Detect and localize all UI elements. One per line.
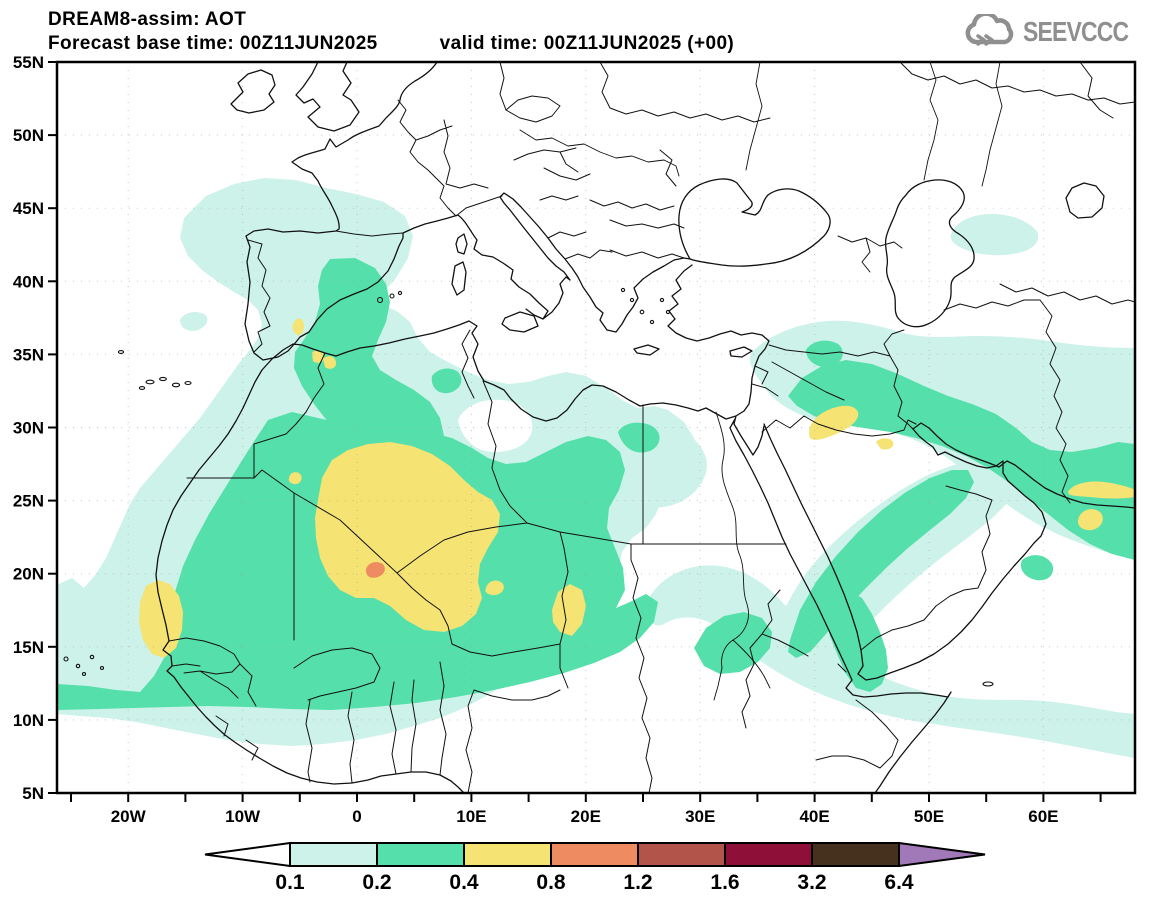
- colorbar-label: 0.1: [275, 871, 305, 894]
- x-tick-label: 0: [352, 807, 361, 826]
- x-tick-label: 50E: [914, 807, 944, 826]
- contour-level-0p4: [139, 318, 1135, 658]
- x-tick-label: 30E: [685, 807, 715, 826]
- y-tick-label: 20N: [13, 565, 44, 584]
- y-tick-label: 15N: [13, 638, 44, 657]
- y-tick-label: 45N: [13, 199, 44, 218]
- colorbar-label: 0.2: [362, 871, 391, 894]
- x-axis: 20W 10W 0 10E 20E 30E 40E 50E 60E: [70, 793, 1102, 826]
- seevccc-logo: SEEVCCC: [965, 14, 1151, 50]
- coastlines: [155, 62, 1135, 793]
- y-axis: 55N 50N 45N 40N 35N 30N 25N 20N 15N 10N 5N: [13, 53, 57, 803]
- colorbar-cell: [811, 842, 900, 867]
- rivers: [519, 62, 1003, 701]
- x-tick-label: 40E: [799, 807, 829, 826]
- y-tick-label: 40N: [13, 272, 44, 291]
- colorbar-label: 0.4: [449, 871, 479, 894]
- valid-time: valid time: 00Z11JUN2025 (+00): [439, 33, 735, 54]
- contour-fills: [57, 178, 1135, 758]
- cloud-icon: [965, 14, 1013, 46]
- colorbar-cell: [637, 842, 726, 867]
- small-islands: [63, 287, 994, 687]
- x-tick-label: 20E: [571, 807, 601, 826]
- colorbar-label: 6.4: [884, 871, 914, 894]
- contour-level-0p8: [365, 562, 385, 578]
- x-tick-label: 10W: [225, 807, 261, 826]
- forecast-base-time: Forecast base time: 00Z11JUN2025: [48, 33, 378, 54]
- colorbar-cell: [289, 842, 378, 867]
- y-tick-label: 35N: [13, 345, 44, 364]
- country-borders: [168, 62, 1135, 793]
- y-tick-label: 30N: [13, 419, 44, 438]
- colorbar-cell: [724, 842, 813, 867]
- colorbar-label: 1.6: [710, 871, 739, 894]
- y-tick-label: 50N: [13, 126, 44, 145]
- contour-white-gap: [458, 399, 533, 452]
- logo-text: SEEVCCC: [1022, 16, 1129, 47]
- x-tick-label: 20W: [111, 807, 147, 826]
- colorbar-cell: [550, 842, 639, 867]
- y-tick-label: 10N: [13, 711, 44, 730]
- y-tick-label: 55N: [13, 53, 44, 72]
- page-title: DREAM8-assim: AOT: [48, 9, 247, 30]
- colorbar-cell: [463, 842, 552, 867]
- aot-colorbar: 0.1 0.2 0.4 0.8 1.2 1.6 3.2 6.4: [204, 841, 986, 894]
- x-tick-label: 10E: [456, 807, 486, 826]
- colorbar-overflow-arrow: [898, 841, 986, 868]
- x-tick-label: 60E: [1028, 807, 1058, 826]
- colorbar-cell: [376, 842, 465, 867]
- colorbar-label: 0.8: [536, 871, 566, 894]
- forecast-time-line: Forecast base time: 00Z11JUN2025 valid ti…: [48, 33, 734, 55]
- colorbar-underflow-arrow: [204, 841, 291, 868]
- colorbar-label: 3.2: [797, 871, 826, 894]
- y-tick-label: 5N: [22, 784, 44, 803]
- colorbar-label: 1.2: [623, 871, 652, 894]
- y-tick-label: 25N: [13, 492, 44, 511]
